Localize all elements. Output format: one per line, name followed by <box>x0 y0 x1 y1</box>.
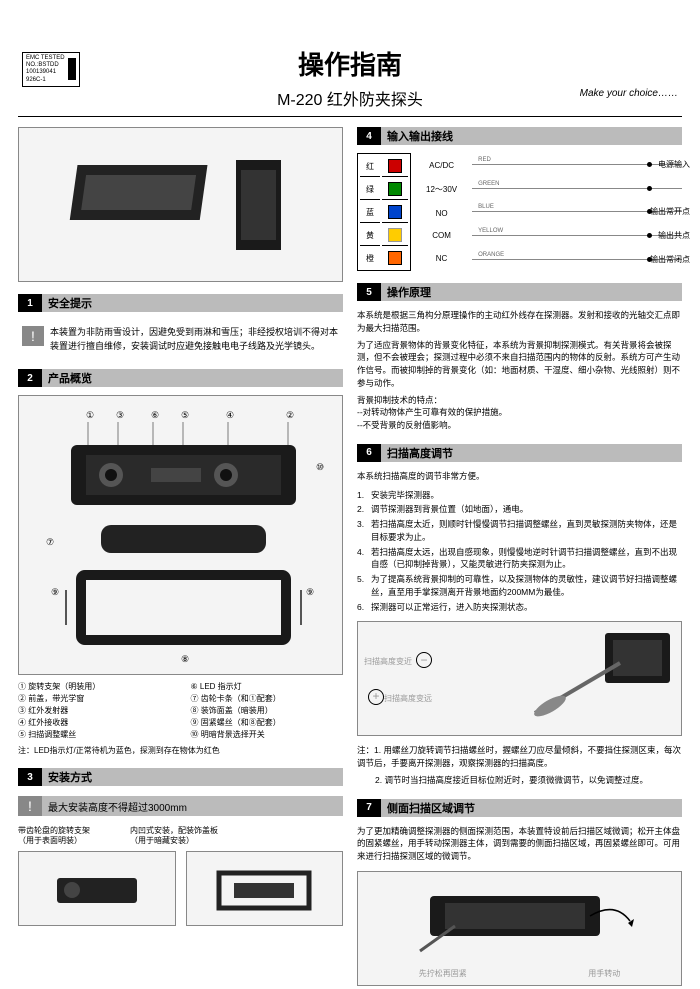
section-6-notes: 注：1. 用螺丝刀旋转调节扫描螺丝时，握螺丝刀应尽量倾斜，不要挡住探测区束，每次… <box>357 744 682 786</box>
section-4-num: 4 <box>357 127 381 145</box>
section-5-num: 5 <box>357 283 381 301</box>
section-2-num: 2 <box>18 369 42 387</box>
section-7-header: 7 侧面扫描区域调节 <box>357 799 682 817</box>
install-label-2: 内凹式安装，配装饰盖板 （用于暗藏安装） <box>130 826 218 847</box>
section-2-header: 2 产品概览 <box>18 369 343 387</box>
install-img-2 <box>186 851 344 926</box>
side-label-1: 先拧松再固紧 <box>419 968 467 979</box>
svg-text:⑨: ⑨ <box>306 587 314 597</box>
install-warning: ! 最大安装高度不得超过3000mm <box>18 796 343 816</box>
svg-text:④: ④ <box>226 410 234 420</box>
section-7-title: 侧面扫描区域调节 <box>387 800 475 816</box>
section-7-body: 为了更加精确调整探测器的侧面探测范围，本装置特设前后扫描区域微调；松开主体盘的固… <box>357 825 682 863</box>
parts-right: ⑥ LED 指示灯 ⑦ 齿轮卡条（和①配套） ⑧ 装饰面盖（暗装用） ⑨ 固紧螺… <box>191 681 344 741</box>
left-column: 1 安全提示 ! 本装置为非防雨雪设计，因避免受到雨淋和雪压；非经授权培训不得对… <box>18 127 343 986</box>
side-illustration <box>370 881 670 976</box>
parts-list: ① 旋转支架（明装用） ② 前盖，带光学窗 ③ 红外发射器 ④ 红外接收器 ⑤ … <box>18 681 343 741</box>
emc-badge: EMC TESTED NO.:BSTDD 100139041 926C-1 <box>22 52 80 87</box>
svg-text:⑧: ⑧ <box>181 654 189 664</box>
overview-illustration: ① ③ ⑥ ⑤ ④ ② ⑩ ⑦ ⑨ ⑨ ⑧ <box>26 400 336 670</box>
divider <box>18 116 682 117</box>
svg-text:⑤: ⑤ <box>181 410 189 420</box>
section-3-num: 3 <box>18 768 42 786</box>
svg-text:⑥: ⑥ <box>151 410 159 420</box>
warning-1: ! 本装置为非防雨雪设计，因避免受到雨淋和雪压；非经授权培训不得对本装置进行擅自… <box>18 322 343 357</box>
overview-diagram: ① ③ ⑥ ⑤ ④ ② ⑩ ⑦ ⑨ ⑨ ⑧ <box>18 395 343 675</box>
section-6-steps: 安装完毕探测器。 调节探测器到背景位置（如地面），通电。 若扫描高度太近，则顺时… <box>357 489 682 614</box>
section-3-title: 安装方式 <box>48 769 92 785</box>
svg-text:②: ② <box>286 410 294 420</box>
section-6-num: 6 <box>357 444 381 462</box>
install-labels: 带齿轮盘的旋转支架 （用于表面明装） 内凹式安装，配装饰盖板 （用于暗藏安装） <box>18 826 343 847</box>
section-4-header: 4 输入输出接线 <box>357 127 682 145</box>
wire-signal-table: AC/DC 12〜30V NO COM NC <box>419 153 464 271</box>
side-adjust-diagram: 先拧松再固紧 用手转动 <box>357 871 682 986</box>
section-1-title: 安全提示 <box>48 295 92 311</box>
plus-icon: + <box>368 689 384 705</box>
svg-text:⑦: ⑦ <box>46 537 54 547</box>
install-label-1: 带齿轮盘的旋转支架 （用于表面明装） <box>18 826 90 847</box>
svg-text:⑩: ⑩ <box>316 462 324 472</box>
svg-text:③: ③ <box>116 410 124 420</box>
section-6-intro: 本系统扫描高度的调节非常方便。 <box>357 470 682 483</box>
emc-l2: NO.:BSTDD <box>26 62 65 69</box>
wiring-table: 红 绿 蓝 黄 橙 AC/DC 12〜30V NO COM NC RED电源输入… <box>357 153 682 271</box>
side-label-2: 用手转动 <box>588 968 620 979</box>
install-max-text: 最大安装高度不得超过3000mm <box>48 799 187 814</box>
emc-l4: 926C-1 <box>26 77 65 84</box>
section-5-body: 本系统是根据三角构分原理操作的主动红外线存在探测器。发射和接收的光轴交汇点即为最… <box>357 309 682 432</box>
warning-1-text: 本装置为非防雨雪设计，因避免受到雨淋和雪压；非经授权培训不得对本装置进行擅自维修… <box>50 326 339 353</box>
tagline: Make your choice…… <box>580 88 678 99</box>
section-6-header: 6 扫描高度调节 <box>357 444 682 462</box>
section-6-title: 扫描高度调节 <box>387 445 453 461</box>
scan-adjust-diagram: 扫描高度变近− +扫描高度变远 <box>357 621 682 736</box>
product-illustration <box>41 140 321 270</box>
emc-l1: EMC TESTED <box>26 55 65 62</box>
section-2-title: 产品概览 <box>48 370 92 386</box>
page-title: 操作指南 <box>18 45 682 82</box>
parts-left: ① 旋转支架（明装用） ② 前盖，带光学窗 ③ 红外发射器 ④ 红外接收器 ⑤ … <box>18 681 171 741</box>
emc-l3: 100139041 <box>26 69 65 76</box>
svg-text:①: ① <box>86 410 94 420</box>
section-5-title: 操作原理 <box>387 284 431 300</box>
right-column: 4 输入输出接线 红 绿 蓝 黄 橙 AC/DC 12〜30V NO COM N… <box>357 127 682 986</box>
wire-outputs: RED电源输入 GREEN BLUE输出常开点 YELLOW输出共点 ORANG… <box>472 153 682 271</box>
emc-bar-icon <box>68 58 76 80</box>
warning-icon: ! <box>22 326 44 346</box>
section-4-title: 输入输出接线 <box>387 128 453 144</box>
wire-color-table: 红 绿 蓝 黄 橙 <box>357 153 411 271</box>
section-7-num: 7 <box>357 799 381 817</box>
section-3-header: 3 安装方式 <box>18 768 343 786</box>
section-1-header: 1 安全提示 <box>18 294 343 312</box>
svg-text:⑨: ⑨ <box>51 587 59 597</box>
warning-icon: ! <box>18 796 42 816</box>
install-img-1 <box>18 851 176 926</box>
product-photo <box>18 127 343 282</box>
minus-icon: − <box>416 652 432 668</box>
parts-note: 注：LED指示灯/正常待机为蓝色，探测到存在物体为红色 <box>18 745 343 756</box>
section-1-num: 1 <box>18 294 42 312</box>
section-5-header: 5 操作原理 <box>357 283 682 301</box>
install-images <box>18 851 343 926</box>
screwdriver-illustration <box>525 628 675 728</box>
